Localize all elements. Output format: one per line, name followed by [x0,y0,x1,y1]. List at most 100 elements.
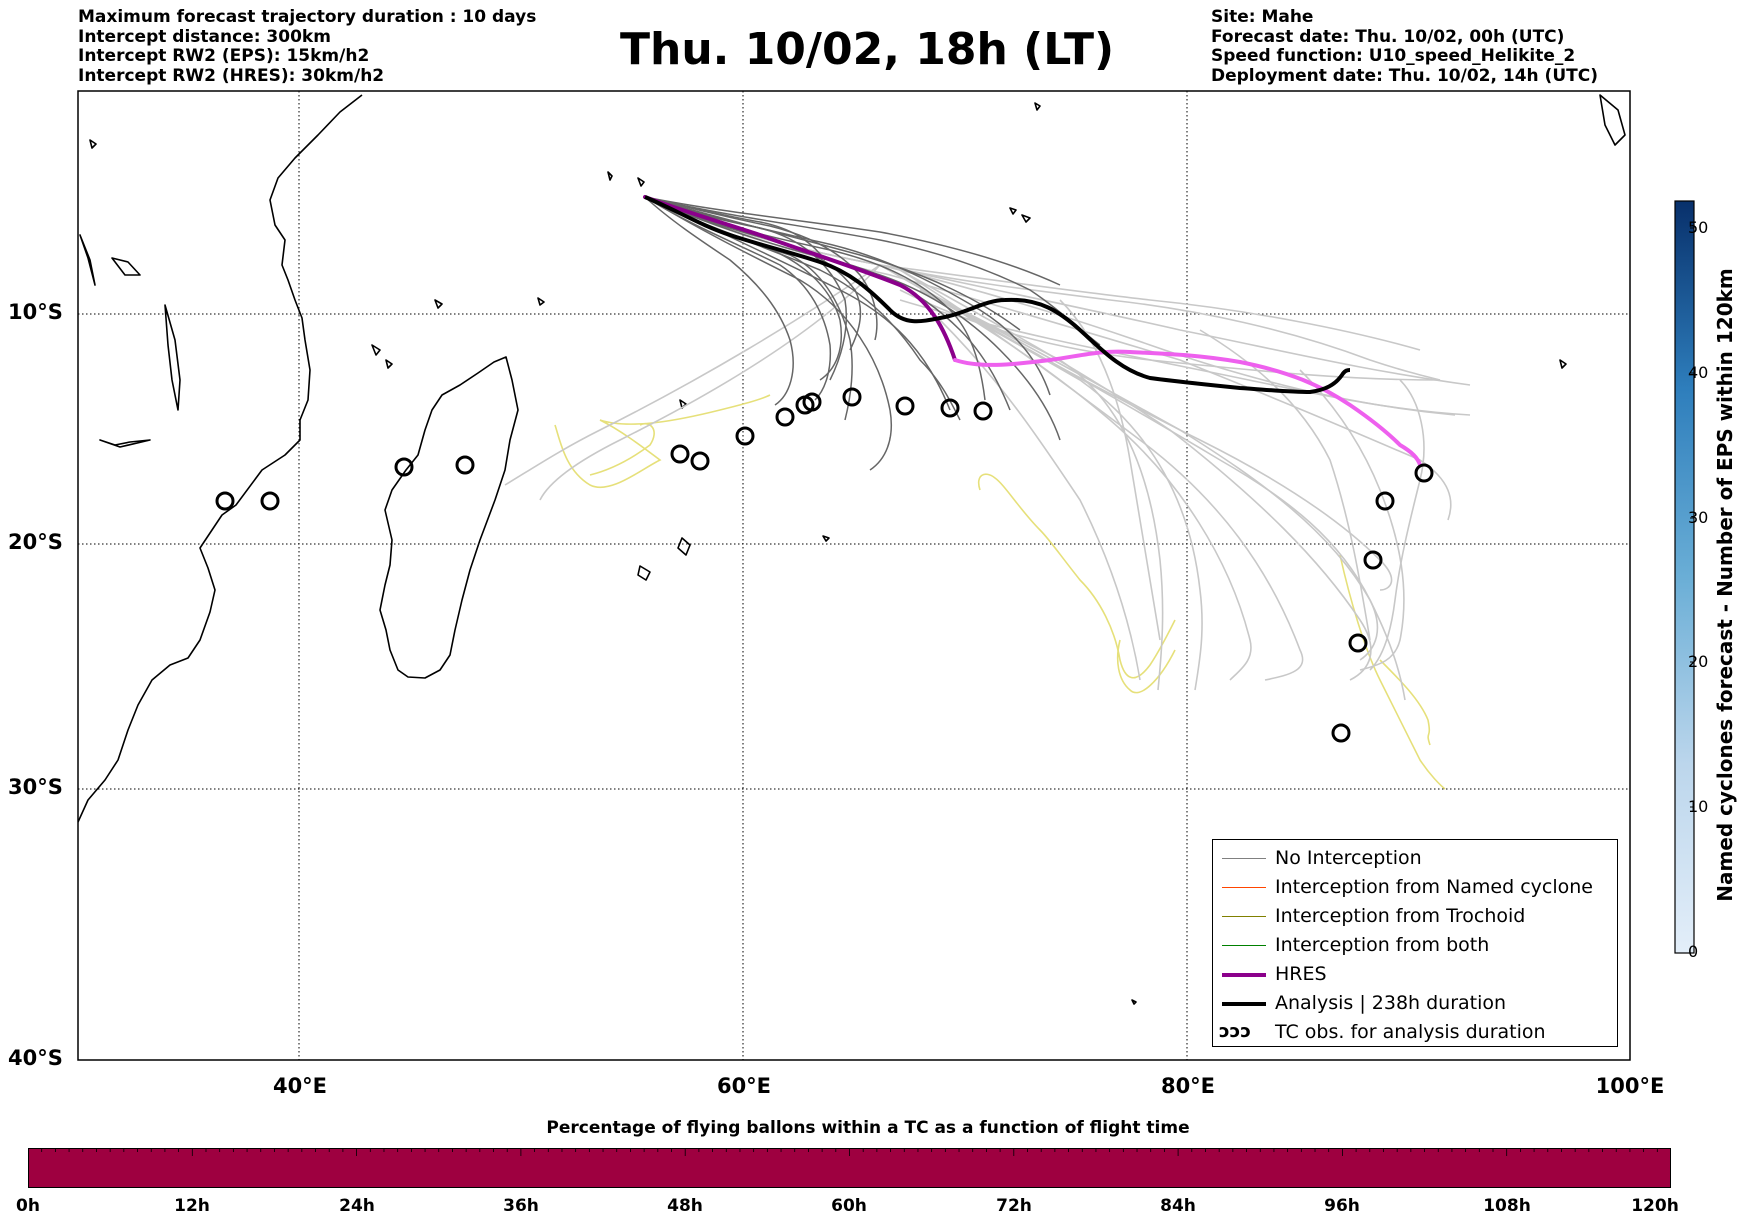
flight-tick-label: 108h [1483,1196,1531,1216]
flight-tick-label: 72h [996,1196,1032,1216]
colorbar-tick-40: 40 [1688,363,1709,382]
eps-tracks-light [504,196,1471,701]
named-cyclone-colorbar [1674,200,1695,954]
site-info: Site: Mahe Forecast date: Thu. 10/02, 00… [1211,7,1598,86]
flight-tick-label: 24h [339,1196,375,1216]
tc-obs-icon [842,387,862,407]
amsterdam-island [1131,999,1137,1005]
colorbar-tick-20: 20 [1688,652,1709,671]
tc-obs-icon [1375,491,1395,511]
flight-bar-title: Percentage of flying ballons within a TC… [546,1118,1190,1138]
lake-nyasa [99,439,151,448]
tc-obs-icon [802,392,822,412]
lon-label-60e: 60°E [716,1074,772,1098]
colorbar-tick-50: 50 [1688,218,1709,237]
analysis-track [644,195,1351,395]
run-parameters: Maximum forecast trajectory duration : 1… [78,7,537,86]
flight-time-bar [28,1148,1671,1188]
lat-label-40s: 40°S [8,1046,63,1070]
legend-label: Analysis | 238h duration [1275,992,1507,1014]
lat-label-20s: 20°S [8,530,63,554]
tc-obs-icon [1331,723,1351,743]
legend-label: TC obs. for analysis duration [1275,1021,1546,1043]
intercept-eps-text: Intercept RW2 (EPS): 15km/h2 [78,46,370,66]
flight-tick-label: 120h [1631,1196,1679,1216]
legend-item-named-cyclone: Interception from Named cyclone [1213,873,1617,902]
legend-swatch [1222,945,1266,946]
legend-label: Interception from Named cyclone [1275,876,1593,898]
graticule [78,91,1630,1060]
legend-label: Interception from Trochoid [1275,905,1526,927]
maldives [1009,207,1031,223]
lon-label-100e: 100°E [1595,1074,1665,1098]
speed-function-text: Speed function: U10_speed_Helikite_2 [1211,46,1576,66]
legend-label: Interception from both [1275,934,1490,956]
hres-track [643,195,1422,467]
rodrigues [822,535,830,542]
lon-label-80e: 80°E [1160,1074,1216,1098]
tc-obs-icon [394,457,414,477]
seychelles [607,171,645,187]
map-legend: No Interception Interception from Named … [1212,839,1618,1047]
flight-tick-label: 84h [1160,1196,1196,1216]
lon-label-40e: 40°E [272,1074,328,1098]
intercept-distance-text: Intercept distance: 300km [78,26,331,47]
reunion-coast [637,565,651,581]
legend-swatch [1222,858,1266,859]
map-frame [77,90,1631,1061]
tc-obs-icon [973,401,993,421]
sri-lanka-coast [1599,94,1626,146]
tc-obs-icon [895,396,915,416]
lake-malawi [111,257,141,276]
legend-item-both: Interception from both [1213,931,1617,960]
deployment-date-text: Deployment date: Thu. 10/02, 14h (UTC) [1211,65,1598,86]
colorbar-tick-0: 0 [1688,942,1699,961]
flight-tick-label: 96h [1324,1196,1360,1216]
lat-label-30s: 30°S [8,775,63,799]
legend-item-analysis: Analysis | 238h duration [1213,989,1617,1018]
africa-coastline [78,94,363,823]
page-title: Thu. 10/02, 18h (LT) [620,24,1115,75]
legend-swatch [1222,887,1266,888]
flight-tick-label: 36h [503,1196,539,1216]
colorbar-tick-10: 10 [1688,797,1709,816]
legend-swatch [1222,1002,1266,1006]
tc-obs-icon [1348,633,1368,653]
tc-obs-icon [670,444,690,464]
site-text: Site: Mahe [1211,7,1314,27]
legend-swatch [1222,973,1266,977]
chagos [1559,359,1567,369]
legend-item-trochoid: Interception from Trochoid [1213,902,1617,931]
tc-obs-icon [215,491,235,511]
flight-tick-label: 12h [174,1196,210,1216]
lake-tanganyika [164,304,181,411]
tc-obs-icon: ↄↄↄ [1219,1021,1252,1042]
legend-label: No Interception [1275,847,1422,869]
tc-obs-icon [940,398,960,418]
madagascar-coastline [379,356,519,679]
legend-item-hres: HRES [1213,960,1617,989]
forecast-date-text: Forecast date: Thu. 10/02, 00h (UTC) [1211,26,1565,47]
tc-obs-icon [735,426,755,446]
legend-swatch [1222,916,1266,917]
tc-observation-markers [215,387,1434,743]
flight-tick-label: 60h [831,1196,867,1216]
comoros [371,344,393,369]
tc-obs-icon [690,451,710,471]
intercept-hres-text: Intercept RW2 (HRES): 30km/h2 [78,65,385,86]
flight-tick-label: 0h [16,1196,40,1216]
colorbar-tick-30: 30 [1688,508,1709,527]
colorbar-label: Named cyclones forecast - Number of EPS … [1713,268,1737,902]
lat-label-10s: 10°S [8,300,63,324]
misc-islets [89,102,1041,409]
tc-obs-icon [455,455,475,475]
tc-obs-icon [1414,463,1434,483]
legend-item-no-interception: No Interception [1213,844,1617,873]
colorbar-ticks [1690,227,1694,808]
mauritius-coast [677,537,691,556]
tc-obs-icon [260,491,280,511]
legend-item-tc-obs: ↄↄↄ TC obs. for analysis duration [1213,1018,1617,1047]
tc-obs-icon [775,407,795,427]
max-duration-text: Maximum forecast trajectory duration : 1… [78,7,537,27]
